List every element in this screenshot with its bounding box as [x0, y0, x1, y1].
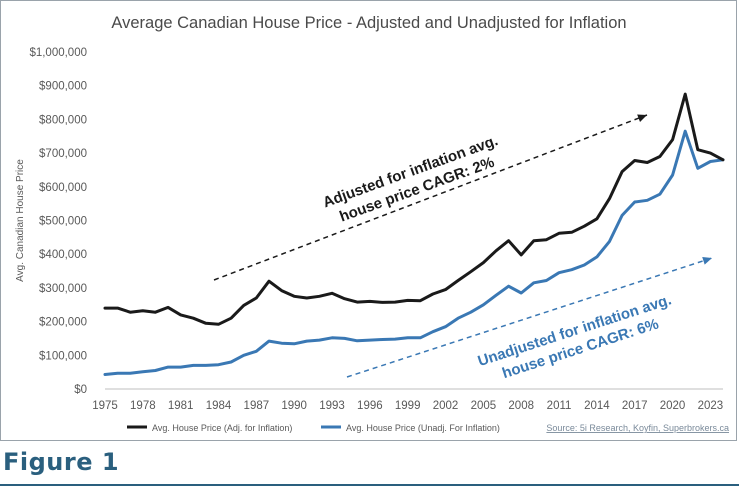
- y-axis-label: Avg. Canadian House Price: [15, 159, 26, 282]
- y-tick-label: $100,000: [39, 350, 87, 362]
- line-chart: Average Canadian House Price - Adjusted …: [15, 14, 729, 433]
- y-tick-label: $700,000: [39, 148, 87, 160]
- x-tick-label: 2020: [660, 400, 686, 412]
- x-tick-label: 2017: [622, 400, 648, 412]
- y-tick-label: $600,000: [39, 182, 87, 194]
- legend-label: Avg. House Price (Unadj. For Inflation): [346, 423, 500, 433]
- x-tick-label: 1975: [92, 400, 118, 412]
- x-tick-label: 1999: [395, 400, 421, 412]
- y-tick-label: $900,000: [39, 81, 87, 93]
- x-tick-label: 1987: [244, 400, 270, 412]
- trend-arrow-head: [702, 256, 712, 265]
- trend-arrow-head: [637, 114, 647, 122]
- annotation-label: Adjusted for inflation avg.house price C…: [321, 132, 507, 229]
- chart-frame: Average Canadian House Price - Adjusted …: [0, 0, 737, 441]
- series-line: [103, 129, 725, 376]
- trend-arrow-line: [213, 114, 648, 281]
- y-tick-label: $800,000: [39, 114, 87, 126]
- x-tick-label: 1981: [168, 400, 194, 412]
- annotation-label: Unadjusted for inflation avg.house price…: [476, 291, 680, 388]
- figure-caption: Figure 1: [3, 448, 120, 476]
- legend-label: Avg. House Price (Adj. for Inflation): [152, 423, 292, 433]
- y-tick-label: $0: [74, 384, 87, 396]
- source-note: Source: 5i Research, Koyfin, Superbroker…: [546, 423, 729, 433]
- x-tick-label: 2014: [584, 400, 610, 412]
- series-line: [103, 92, 725, 326]
- chart-title: Average Canadian House Price - Adjusted …: [111, 14, 626, 32]
- x-tick-label: 1990: [281, 400, 307, 412]
- x-tick-label: 2023: [698, 400, 724, 412]
- x-tick-label: 2002: [433, 400, 459, 412]
- caption-divider: [0, 484, 739, 486]
- x-tick-label: 1996: [357, 400, 383, 412]
- y-tick-label: $1,000,000: [29, 47, 87, 59]
- x-tick-label: 1978: [130, 400, 156, 412]
- x-tick-label: 2005: [471, 400, 497, 412]
- axis-layer: $0 $100,000 $200,000 $300,000 $400,000 $500,0…: [15, 47, 723, 412]
- y-tick-label: $200,000: [39, 317, 87, 329]
- annotation-layer: Adjusted for inflation avg.house price C…: [213, 114, 713, 388]
- y-tick-label: $500,000: [39, 216, 87, 228]
- x-tick-label: 1984: [206, 400, 232, 412]
- x-tick-label: 2008: [508, 400, 534, 412]
- x-tick-label: 2011: [547, 400, 572, 412]
- y-tick-label: $400,000: [39, 249, 87, 261]
- legend: Avg. House Price (Adj. for Inflation) Avg…: [127, 423, 500, 433]
- trend-arrow-line: [346, 257, 713, 378]
- y-tick-label: $300,000: [39, 283, 87, 295]
- series-layer: [103, 92, 725, 376]
- x-tick-label: 1993: [319, 400, 345, 412]
